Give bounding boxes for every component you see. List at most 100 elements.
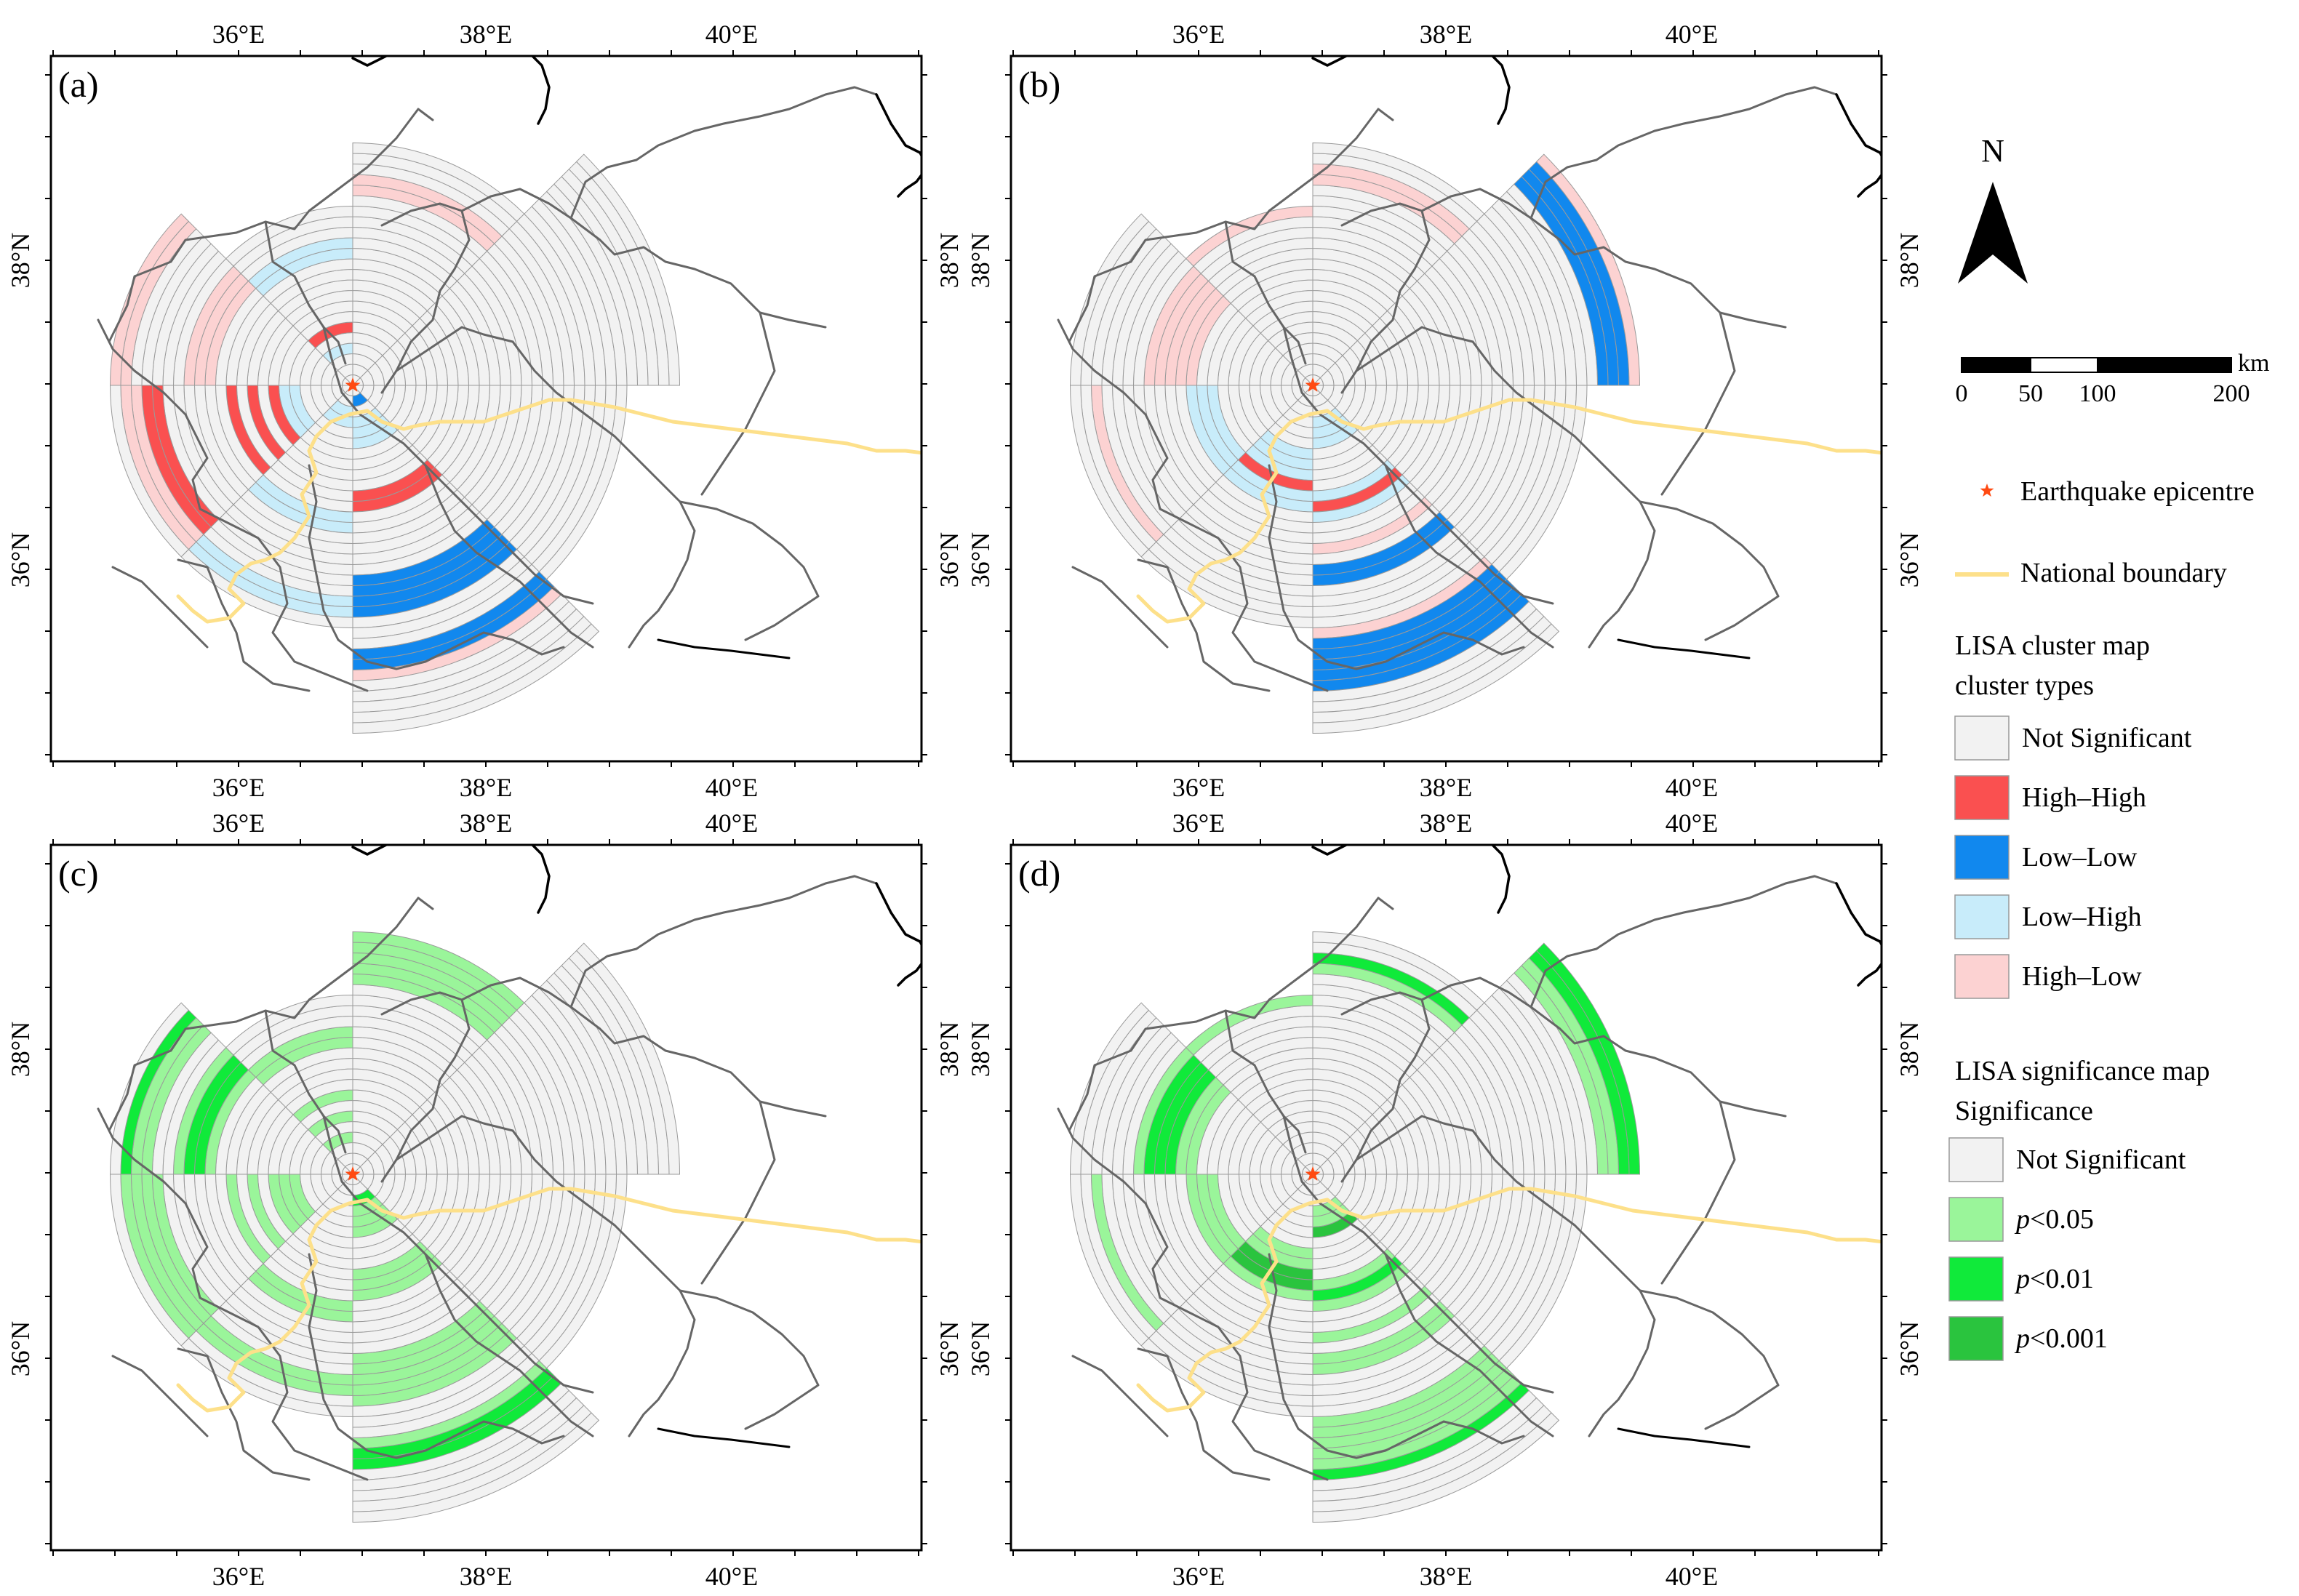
top-tick-label: 36°E	[1172, 20, 1225, 49]
sector-6	[352, 384, 600, 734]
ring-cell	[1185, 205, 1314, 267]
province-boundary	[569, 86, 878, 220]
left-tick-label: 36°N	[966, 532, 995, 588]
significance-legend-title: LISA significance map	[1955, 1056, 2210, 1086]
cluster-legend-label: Not Significant	[2022, 723, 2192, 753]
legend: N 0 50 100 200 km Earthquake epicentre National…	[1948, 133, 2269, 1361]
right-tick-label: 36°N	[1895, 532, 1924, 588]
province-boundary	[679, 1289, 820, 1430]
province-boundary	[1471, 340, 1656, 649]
epicentre-label: Earthquake epicentre	[2020, 476, 2255, 507]
panel-label: (b)	[1018, 64, 1060, 105]
top-tick-label: 40°E	[1666, 809, 1718, 838]
top-tick-label: 38°E	[1420, 20, 1472, 49]
significance-legend-label: p<0.001	[2014, 1323, 2108, 1354]
top-tick-label: 38°E	[460, 809, 512, 838]
sector-0	[1312, 931, 1485, 1176]
left-tick-label: 38°N	[966, 233, 995, 288]
right-tick-label: 38°N	[935, 233, 964, 288]
epicentre-star-icon	[345, 377, 361, 392]
significance-legend-label: Not Significant	[2016, 1144, 2186, 1175]
top-tick-label: 40°E	[705, 20, 758, 49]
cluster-legend-label: Low–High	[2022, 902, 2142, 932]
province-boundary	[1420, 977, 1787, 1118]
significance-swatch	[1948, 1137, 2004, 1182]
map-body	[97, 56, 921, 734]
province-boundary	[700, 1100, 776, 1285]
map-panel-a: 36°E 38°E 40°E 36°E 38°E 40°E 38°N 36°N 38°N 36°N…	[6, 20, 964, 802]
right-tick-label: 38°N	[935, 1022, 964, 1077]
province-boundary	[1639, 1289, 1780, 1430]
province-boundary	[511, 340, 696, 649]
epicentre-star-icon	[1980, 484, 1994, 497]
national-boundary-line	[1274, 398, 1882, 455]
bottom-tick-label: 38°E	[460, 773, 512, 802]
significance-swatch	[1948, 1316, 2004, 1361]
bottom-tick-label: 40°E	[1666, 1562, 1718, 1591]
province-boundary	[700, 311, 776, 496]
bottom-tick-label: 38°E	[1420, 773, 1472, 802]
sector-0	[352, 931, 525, 1176]
left-tick-label: 38°N	[966, 1022, 995, 1077]
scale-tick-label: 50	[2018, 380, 2043, 407]
scale-unit: km	[2238, 350, 2269, 377]
province-boundary	[1071, 1355, 1169, 1437]
north-label: N	[1981, 133, 2004, 169]
sector-5	[180, 1173, 353, 1418]
province-boundary	[1057, 1107, 1329, 1481]
ring-cell	[352, 1412, 600, 1523]
top-tick-label: 38°E	[1420, 809, 1472, 838]
province-boundary	[424, 1253, 594, 1437]
province-boundary	[177, 558, 311, 692]
province-boundary	[1268, 1253, 1525, 1459]
right-tick-label: 36°N	[935, 1321, 964, 1376]
map-body	[1057, 845, 1882, 1523]
sector-7	[351, 1174, 628, 1369]
province-boundary	[679, 500, 820, 641]
province-boundary	[1268, 464, 1525, 670]
top-tick-label: 36°E	[212, 809, 265, 838]
province-boundary	[569, 875, 878, 1008]
national-boundary-line	[176, 1223, 319, 1413]
province-boundary	[97, 318, 369, 692]
cluster-legend-label: High–Low	[2022, 961, 2142, 992]
coastline	[351, 845, 551, 914]
province-boundary	[511, 1129, 696, 1437]
province-boundary	[1224, 220, 1307, 365]
top-tick-label: 40°E	[705, 809, 758, 838]
national-boundary-line	[1136, 1223, 1279, 1413]
province-boundary	[111, 1355, 209, 1437]
map-body	[1057, 56, 1882, 734]
bottom-tick-label: 38°E	[460, 1562, 512, 1591]
ring-cell	[225, 205, 353, 267]
province-boundary	[460, 977, 827, 1118]
coastline	[875, 882, 921, 987]
ring-cell	[1498, 385, 1588, 580]
province-boundary	[1071, 566, 1169, 649]
sector-3	[109, 1002, 354, 1175]
national-boundary-line	[1274, 1187, 1882, 1244]
significance-legend-subtitle: Significance	[1955, 1096, 2093, 1126]
province-boundary	[395, 326, 514, 372]
coastline	[1311, 56, 1511, 125]
province-boundary	[264, 220, 347, 365]
map-panels: 36°E 38°E 40°E 36°E 38°E 40°E 38°N 36°N 38°N 36°N…	[6, 20, 1924, 1591]
national-boundary-line	[314, 398, 921, 455]
bottom-tick-label: 40°E	[1666, 773, 1718, 802]
national-boundary-line	[314, 1187, 921, 1244]
province-boundary	[380, 991, 471, 1183]
ring-cell	[180, 548, 353, 629]
ring-cell	[1312, 623, 1560, 734]
ring-cell	[1535, 942, 1641, 1175]
province-boundary	[322, 1115, 594, 1394]
province-boundary	[1530, 875, 1838, 1008]
bottom-tick-label: 36°E	[212, 1562, 265, 1591]
coastline	[1311, 845, 1511, 914]
ring-cell	[352, 623, 600, 734]
cluster-legend-title: LISA cluster map	[1955, 630, 2150, 661]
province-boundary	[1384, 1253, 1554, 1437]
coastline	[1617, 1427, 1751, 1448]
legend-epicentre: Earthquake epicentre	[1980, 476, 2255, 507]
bottom-tick-label: 36°E	[212, 773, 265, 802]
ring-cell	[1069, 385, 1150, 558]
